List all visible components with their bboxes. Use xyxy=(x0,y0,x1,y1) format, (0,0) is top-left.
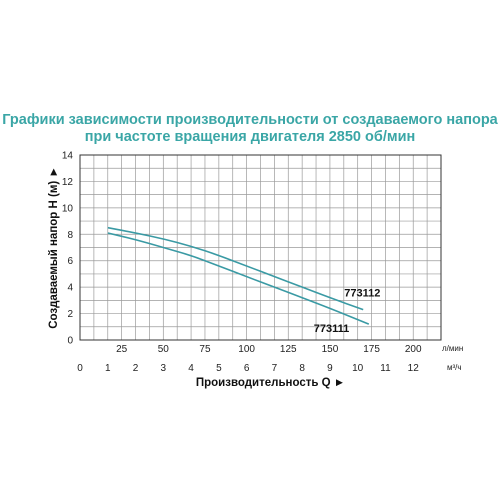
x-tick-label-lpm: 100 xyxy=(238,344,255,355)
x-tick-label-m3h: 1 xyxy=(105,363,111,374)
x-tick-label-m3h: 7 xyxy=(272,363,278,374)
x-tick-label-m3h: 12 xyxy=(408,363,420,374)
plot-frame xyxy=(79,154,442,341)
x-axis-m3h-unit: м³/ч xyxy=(447,363,462,372)
series-label-773111: 773111 xyxy=(314,323,350,335)
y-axis-title: Создаваемый напор H (м) ► xyxy=(48,166,60,329)
x-tick-label-m3h: 2 xyxy=(133,363,139,374)
x-tick-label-m3h: 10 xyxy=(352,363,364,374)
series-label-773112: 773112 xyxy=(344,288,380,300)
y-tick-label: 4 xyxy=(67,283,73,294)
series-curves: 773112 773111 xyxy=(107,226,380,335)
x-tick-label-lpm: 50 xyxy=(158,344,170,355)
x-axis-lpm-ticks: 25 50 75 100 125 150 175 200 xyxy=(116,344,422,355)
x-tick-label-lpm: 75 xyxy=(199,344,211,355)
y-axis-ticks: 0 2 4 6 8 10 12 14 xyxy=(62,151,74,347)
x-tick-label-m3h: 0 xyxy=(77,363,83,374)
chart-title-line-1: Графики зависимости производительности о… xyxy=(2,112,498,128)
x-tick-label-lpm: 175 xyxy=(363,344,380,355)
series-line-773112 xyxy=(107,226,364,311)
chart-grid xyxy=(80,155,441,340)
x-tick-label-m3h: 6 xyxy=(244,363,250,374)
x-tick-label-m3h: 11 xyxy=(380,363,391,374)
x-tick-label-lpm: 150 xyxy=(322,344,339,355)
chart-title-line-2: при частоте вращения двигателя 2850 об/м… xyxy=(84,129,416,145)
x-tick-label-m3h: 4 xyxy=(188,363,194,374)
y-tick-label: 12 xyxy=(62,177,74,188)
y-tick-label: 6 xyxy=(67,256,73,267)
x-axis-m3h-ticks: 0 1 2 3 4 5 6 7 8 9 10 11 12 xyxy=(77,363,419,374)
x-tick-label-lpm: 200 xyxy=(405,344,422,355)
y-tick-label: 14 xyxy=(62,151,74,162)
x-tick-label-m3h: 8 xyxy=(299,363,305,374)
chart-title: Графики зависимости производительности о… xyxy=(0,112,500,146)
series-line-773111 xyxy=(107,232,370,325)
x-tick-label-m3h: 5 xyxy=(216,363,222,374)
x-tick-label-lpm: 125 xyxy=(280,344,297,355)
x-axis-lpm-unit: л/мин xyxy=(442,344,463,353)
x-tick-label-m3h: 9 xyxy=(327,363,333,374)
x-tick-label-lpm: 25 xyxy=(116,344,128,355)
y-tick-label: 8 xyxy=(67,230,73,241)
y-tick-label: 10 xyxy=(62,203,74,214)
y-tick-label: 2 xyxy=(67,309,73,320)
x-tick-label-m3h: 3 xyxy=(161,363,167,374)
x-axis-title: Производительность Q ► xyxy=(196,377,345,389)
y-tick-label: 0 xyxy=(67,336,73,347)
